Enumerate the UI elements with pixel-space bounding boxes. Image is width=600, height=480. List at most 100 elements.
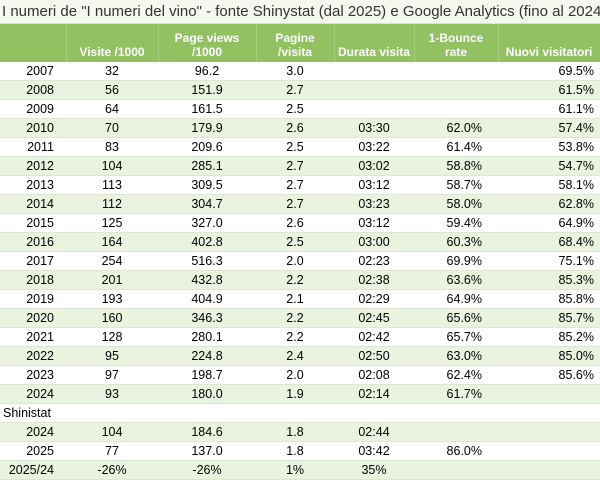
cell-year: 2008 — [0, 80, 66, 100]
cell-page-views: 280.1 — [158, 327, 256, 347]
cell-new-visitors — [498, 384, 600, 404]
cell-pages-per-visit: 1.9 — [256, 384, 334, 404]
cell-year: 2014 — [0, 194, 66, 214]
cell-visits: 93 — [66, 384, 158, 404]
cell-visits: 128 — [66, 327, 158, 347]
table-row: 2014 112 304.7 2.7 03:23 58.0% 62.8% — [0, 194, 600, 214]
table-row: 2015 125 327.0 2.6 03:12 59.4% 64.9% — [0, 213, 600, 233]
cell-year: 2010 — [0, 118, 66, 138]
cell-bounce-rate — [414, 99, 498, 119]
cell-visits: 32 — [66, 62, 158, 81]
cell-visits: 254 — [66, 251, 158, 271]
table-row: 2021 128 280.1 2.2 02:42 65.7% 85.2% — [0, 327, 600, 347]
cell-bounce-rate: 61.4% — [414, 137, 498, 157]
cell-visits: 112 — [66, 194, 158, 214]
cell-year: 2020 — [0, 308, 66, 328]
table-row: 2020 160 346.3 2.2 02:45 65.6% 85.7% — [0, 308, 600, 328]
table-row: 2011 83 209.6 2.5 03:22 61.4% 53.8% — [0, 137, 600, 157]
cell-page-views: 96.2 — [158, 62, 256, 81]
cell-year: 2016 — [0, 232, 66, 252]
table-row: 2024 104 184.6 1.8 02:44 — [0, 422, 600, 442]
cell-visit-duration: 02:14 — [334, 384, 414, 404]
table-row: 2009 64 161.5 2.5 61.1% — [0, 99, 600, 119]
header-visit-duration: Durata visita — [334, 24, 415, 62]
cell-page-views: 180.0 — [158, 384, 256, 404]
cell-new-visitors: 85.7% — [498, 308, 600, 328]
cell-page-views: 516.3 — [158, 251, 256, 271]
cell-visits: -26% — [66, 460, 158, 480]
cell-visits: 201 — [66, 270, 158, 290]
cell-pages-per-visit: 2.4 — [256, 346, 334, 366]
cell-new-visitors: 61.5% — [498, 80, 600, 100]
cell-visits: 56 — [66, 80, 158, 100]
cell-visits: 104 — [66, 422, 158, 442]
cell-visit-duration: 02:08 — [334, 365, 414, 385]
cell-pages-per-visit: 2.2 — [256, 270, 334, 290]
cell-visit-duration: 03:12 — [334, 175, 414, 195]
cell-new-visitors — [498, 441, 600, 461]
cell-year: 2024 — [0, 422, 66, 442]
cell-pages-per-visit: 2.5 — [256, 232, 334, 252]
cell-year: 2009 — [0, 99, 66, 119]
cell-bounce-rate: 58.0% — [414, 194, 498, 214]
cell-bounce-rate — [414, 422, 498, 442]
cell-bounce-rate — [414, 62, 498, 81]
table-row: 2016 164 402.8 2.5 03:00 60.3% 68.4% — [0, 232, 600, 252]
cell-visit-duration — [334, 80, 414, 100]
cell-pages-per-visit: 2.0 — [256, 365, 334, 385]
cell-pages-per-visit: 2.1 — [256, 289, 334, 309]
cell-new-visitors: 62.8% — [498, 194, 600, 214]
cell-visits: 113 — [66, 175, 158, 195]
cell-bounce-rate: 62.0% — [414, 118, 498, 138]
cell-new-visitors: 85.2% — [498, 327, 600, 347]
cell-visit-duration: 02:38 — [334, 270, 414, 290]
cell-page-views: 137.0 — [158, 441, 256, 461]
cell-pages-per-visit: 2.7 — [256, 156, 334, 176]
cell-pages-per-visit: 3.0 — [256, 62, 334, 81]
table-row: 2010 70 179.9 2.6 03:30 62.0% 57.4% — [0, 118, 600, 138]
header-pages-per-visit: Pagine /visita — [256, 24, 335, 62]
cell-year: 2015 — [0, 213, 66, 233]
cell-page-views: 309.5 — [158, 175, 256, 195]
cell-visit-duration: 03:30 — [334, 118, 414, 138]
cell-year: 2018 — [0, 270, 66, 290]
cell-new-visitors: 85.0% — [498, 346, 600, 366]
cell-visit-duration — [334, 62, 414, 81]
cell-bounce-rate: 58.8% — [414, 156, 498, 176]
cell-visit-duration: 03:22 — [334, 137, 414, 157]
cell-page-views: 224.8 — [158, 346, 256, 366]
cell-pages-per-visit: 2.2 — [256, 327, 334, 347]
cell-visit-duration: 03:02 — [334, 156, 414, 176]
cell-page-views: 327.0 — [158, 213, 256, 233]
header-year — [0, 24, 67, 62]
header-page-views: Page views /1000 — [158, 24, 257, 62]
cell-page-views: 161.5 — [158, 99, 256, 119]
cell-bounce-rate: 69.9% — [414, 251, 498, 271]
cell-new-visitors: 85.8% — [498, 289, 600, 309]
cell-year: 2022 — [0, 346, 66, 366]
section-label: Shinistat — [0, 403, 600, 423]
cell-pages-per-visit: 2.5 — [256, 99, 334, 119]
cell-visits: 95 — [66, 346, 158, 366]
cell-visits: 77 — [66, 441, 158, 461]
cell-year: 2025 — [0, 441, 66, 461]
cell-page-views: 151.9 — [158, 80, 256, 100]
cell-visit-duration: 02:23 — [334, 251, 414, 271]
cell-bounce-rate: 65.7% — [414, 327, 498, 347]
cell-bounce-rate: 86.0% — [414, 441, 498, 461]
cell-year: 2025/24 — [0, 460, 66, 480]
stats-table: Visite /1000 Page views /1000 Pagine /vi… — [0, 24, 600, 480]
cell-bounce-rate — [414, 460, 498, 480]
cell-page-views: 402.8 — [158, 232, 256, 252]
cell-pages-per-visit: 1.8 — [256, 441, 334, 461]
cell-visits: 83 — [66, 137, 158, 157]
cell-page-views: 304.7 — [158, 194, 256, 214]
cell-pages-per-visit: 2.2 — [256, 308, 334, 328]
cell-pages-per-visit: 1% — [256, 460, 334, 480]
cell-year: 2017 — [0, 251, 66, 271]
cell-bounce-rate: 64.9% — [414, 289, 498, 309]
cell-visits: 164 — [66, 232, 158, 252]
cell-pages-per-visit: 2.0 — [256, 251, 334, 271]
table-row: 2018 201 432.8 2.2 02:38 63.6% 85.3% — [0, 270, 600, 290]
cell-year: 2013 — [0, 175, 66, 195]
